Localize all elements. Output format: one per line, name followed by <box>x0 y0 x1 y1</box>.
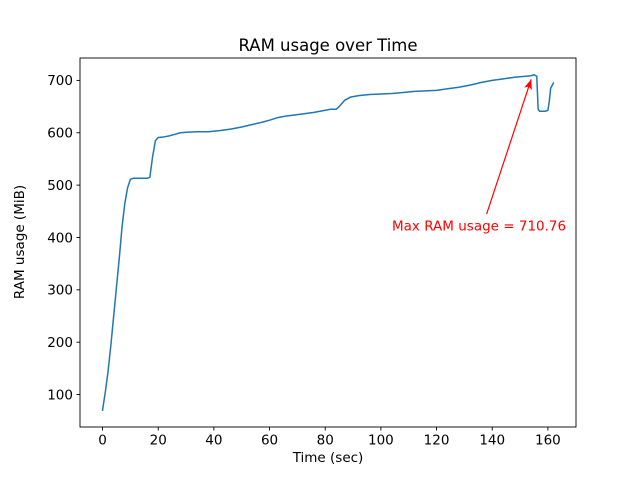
y-axis-label: RAM usage (MiB) <box>12 185 28 299</box>
x-tick-label: 20 <box>150 433 167 449</box>
x-tick-label: 100 <box>368 433 394 449</box>
plot-frame <box>79 57 577 428</box>
y-tick-label: 400 <box>47 230 73 246</box>
x-tick-label: 160 <box>535 433 561 449</box>
x-tick-label: 40 <box>205 433 222 449</box>
x-tick-label: 140 <box>479 433 505 449</box>
plot-area: 0 20 40 60 80 100 120 140 160 100 200 300 400 500 600 7… <box>47 57 577 449</box>
chart-title: RAM usage over Time <box>238 36 417 55</box>
x-axis-label: Time (sec) <box>292 450 364 466</box>
x-tick-label: 60 <box>261 433 278 449</box>
y-tick-label: 300 <box>47 283 73 299</box>
x-tick-label: 0 <box>98 433 107 449</box>
y-tick-label: 700 <box>47 73 73 89</box>
x-tick-label: 120 <box>424 433 450 449</box>
y-tick-label: 100 <box>47 387 73 403</box>
annotation-arrow-icon <box>486 79 532 215</box>
y-tick-label: 600 <box>47 126 73 142</box>
y-tick-label: 500 <box>47 178 73 194</box>
max-ram-annotation-label: Max RAM usage = 710.76 <box>392 219 566 235</box>
x-tick-label: 80 <box>317 433 334 449</box>
y-tick-label: 200 <box>47 335 73 351</box>
ram-usage-line <box>101 74 555 411</box>
